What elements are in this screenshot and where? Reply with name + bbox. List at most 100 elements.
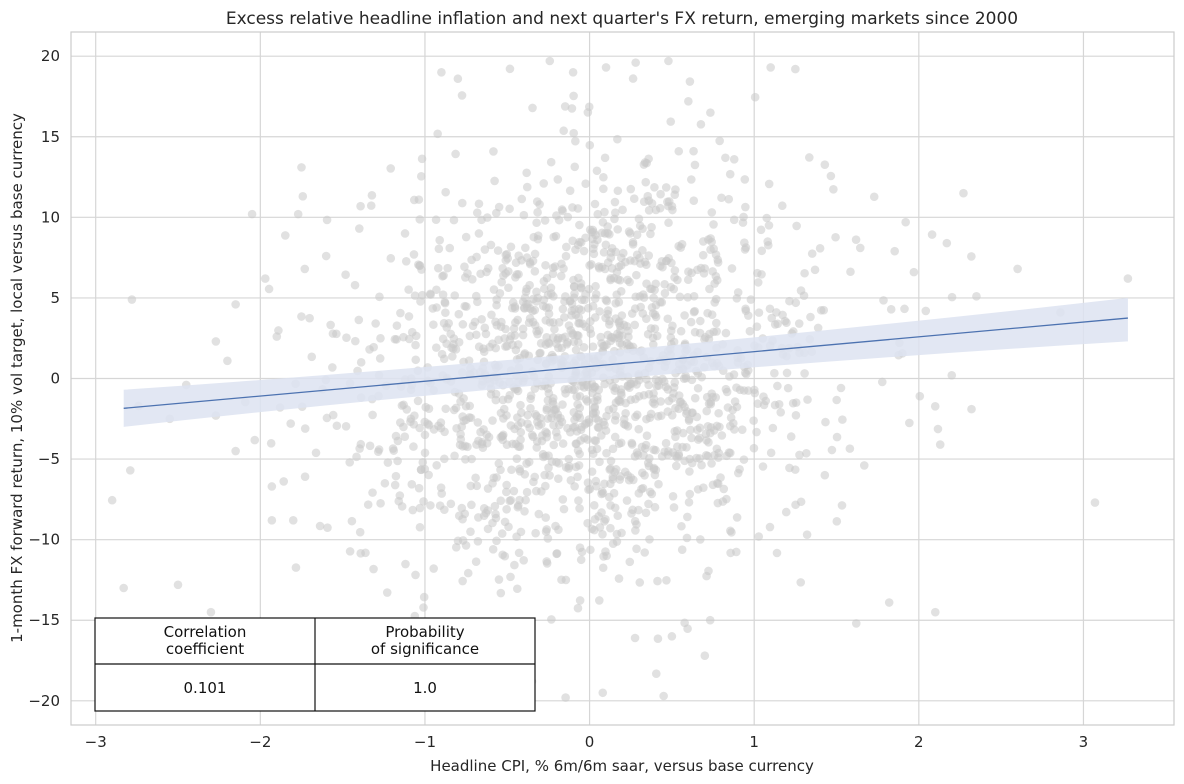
scatter-point — [451, 542, 461, 552]
scatter-point — [586, 317, 595, 326]
scatter-point — [715, 136, 724, 146]
scatter-point — [560, 102, 570, 111]
scatter-point — [731, 547, 741, 557]
scatter-point — [703, 451, 713, 461]
scatter-point — [461, 455, 470, 464]
scatter-point — [729, 155, 739, 164]
scatter-point — [493, 246, 503, 255]
scatter-point — [643, 329, 653, 339]
scatter-point — [367, 191, 377, 200]
scatter-point — [533, 208, 542, 217]
scatter-point — [649, 293, 658, 303]
scatter-point — [491, 389, 501, 399]
scatter-point — [520, 470, 530, 479]
scatter-point — [613, 511, 623, 521]
scatter-point — [414, 483, 424, 493]
scatter-point — [521, 495, 530, 505]
scatter-point — [569, 91, 578, 101]
scatter-point — [573, 472, 582, 482]
scatter-point — [682, 409, 691, 419]
scatter-point — [749, 443, 759, 453]
scatter-point — [544, 463, 553, 472]
scatter-point — [435, 501, 445, 510]
scatter-point — [650, 502, 660, 512]
scatter-point — [524, 457, 534, 467]
scatter-point — [543, 534, 553, 543]
scatter-point — [743, 386, 753, 395]
scatter-point — [663, 197, 672, 207]
scatter-point — [660, 288, 670, 298]
scatter-point — [450, 291, 460, 300]
scatter-point — [645, 535, 654, 544]
scatter-point — [687, 458, 697, 468]
scatter-point — [297, 312, 306, 321]
scatter-point — [651, 669, 661, 679]
scatter-point — [539, 277, 549, 286]
scatter-point — [492, 208, 501, 218]
y-axis-label: 1-month FX forward return, 10% vol targe… — [8, 113, 26, 643]
scatter-point — [550, 324, 559, 334]
scatter-point — [580, 420, 590, 429]
scatter-point — [667, 410, 677, 420]
scatter-point — [573, 446, 583, 455]
scatter-point — [449, 344, 458, 353]
scatter-point — [639, 160, 649, 169]
scatter-point — [552, 457, 561, 467]
scatter-point — [521, 243, 530, 253]
scatter-point — [573, 400, 582, 409]
scatter-point — [676, 243, 686, 252]
scatter-point — [231, 446, 240, 456]
scatter-point — [477, 215, 486, 225]
scatter-point — [561, 462, 571, 472]
scatter-point — [890, 246, 899, 256]
scatter-point — [767, 313, 777, 323]
scatter-point — [368, 410, 377, 420]
scatter-point — [433, 263, 443, 273]
scatter-point — [796, 497, 806, 507]
scatter-point — [689, 291, 699, 301]
scatter-point — [369, 342, 378, 352]
scatter-point — [640, 470, 649, 480]
scatter-point — [616, 472, 625, 481]
scatter-point — [341, 270, 350, 280]
scatter-point — [706, 245, 715, 254]
scatter-point — [741, 202, 750, 212]
scatter-point — [560, 313, 569, 322]
scatter-point — [449, 215, 459, 225]
scatter-point — [702, 436, 711, 445]
scatter-point — [820, 470, 830, 480]
scatter-point — [522, 168, 531, 178]
scatter-point — [670, 190, 680, 199]
scatter-point — [481, 508, 491, 518]
scatter-point — [592, 166, 602, 176]
scatter-point — [494, 575, 504, 584]
scatter-point — [463, 269, 472, 278]
scatter-point — [211, 337, 221, 346]
scatter-point — [726, 526, 735, 536]
scatter-point — [531, 410, 540, 419]
scatter-point — [626, 184, 636, 194]
scatter-point — [674, 404, 684, 414]
scatter-point — [606, 274, 615, 283]
scatter-point — [272, 332, 282, 341]
scatter-point — [967, 252, 976, 261]
scatter-point — [483, 264, 493, 273]
scatter-point — [419, 603, 428, 612]
scatter-point — [569, 330, 578, 339]
scatter-point — [685, 77, 695, 86]
scatter-point — [781, 507, 791, 517]
scatter-point — [900, 304, 909, 314]
scatter-point — [565, 186, 575, 195]
scatter-point — [594, 423, 604, 432]
scatter-point — [541, 527, 551, 536]
scatter-point — [773, 319, 782, 329]
scatter-point — [571, 136, 580, 146]
scatter-point — [416, 297, 425, 306]
scatter-point — [401, 559, 410, 569]
scatter-point — [630, 320, 640, 330]
scatter-point — [826, 171, 836, 181]
scatter-point — [783, 383, 793, 393]
scatter-point — [538, 431, 547, 440]
scatter-point — [724, 194, 734, 204]
scatter-point — [501, 324, 510, 334]
